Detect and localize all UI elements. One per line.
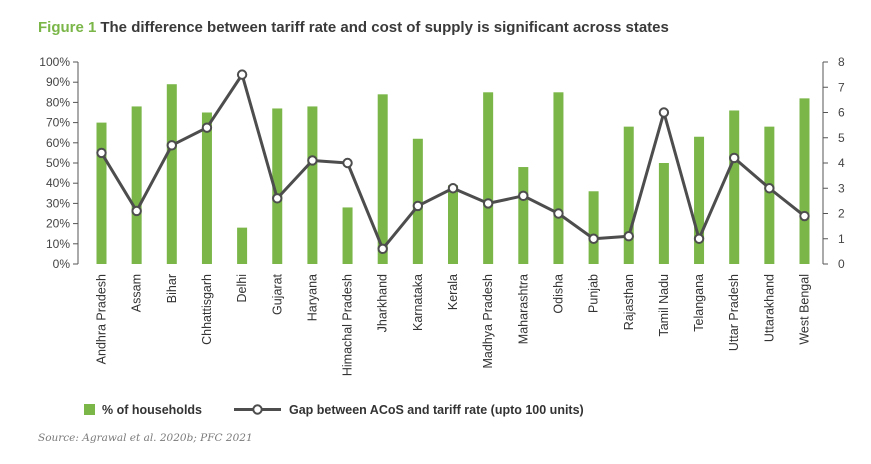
left-tick-label: 100% xyxy=(39,55,70,69)
category-label: Tamil Nadu xyxy=(657,274,671,337)
left-tick-label: 10% xyxy=(46,237,70,251)
left-tick-label: 50% xyxy=(46,156,70,170)
figure-title-text: The difference between tariff rate and c… xyxy=(100,19,669,36)
bar xyxy=(377,94,388,264)
line-point xyxy=(166,140,178,151)
bar xyxy=(237,227,248,264)
category-label: Haryana xyxy=(305,274,319,321)
line-point xyxy=(518,190,529,202)
left-tick-label: 70% xyxy=(46,116,70,130)
category-label: Karnataka xyxy=(411,274,425,331)
line-series xyxy=(96,69,810,255)
bar xyxy=(448,185,458,264)
category-label: Bihar xyxy=(165,274,179,303)
left-tick-label: 20% xyxy=(46,217,70,231)
right-tick-label: 1 xyxy=(838,232,845,246)
bar xyxy=(553,92,564,264)
right-tick-label: 5 xyxy=(838,131,845,145)
line-point xyxy=(588,233,599,244)
left-y-axis: 0% 10% 20% 30% 40% 50% 60% 70% 80% 90% 100% xyxy=(39,55,79,271)
bar xyxy=(483,92,494,264)
left-tick-label: 40% xyxy=(46,176,70,190)
legend-bar-label: % of households xyxy=(102,403,202,417)
bar-series xyxy=(96,84,810,265)
line-point xyxy=(342,157,353,169)
bar xyxy=(799,98,810,264)
right-tick-label: 4 xyxy=(838,156,845,170)
category-label: Himachal Pradesh xyxy=(341,274,355,376)
category-label: Andhra Pradesh xyxy=(95,274,109,364)
right-tick-label: 6 xyxy=(838,106,845,120)
category-label: West Bengal xyxy=(798,274,812,345)
bar xyxy=(764,126,775,264)
line-point xyxy=(412,200,424,212)
right-tick-label: 2 xyxy=(838,207,845,221)
line-point xyxy=(236,69,248,80)
line-point xyxy=(658,107,670,118)
bar xyxy=(694,136,705,264)
line-point xyxy=(377,243,388,255)
bar xyxy=(307,106,318,264)
line-point xyxy=(131,205,142,217)
category-label: Punjab xyxy=(587,274,601,313)
bar xyxy=(201,112,212,264)
right-tick-label: 3 xyxy=(838,181,845,195)
right-tick-label: 7 xyxy=(838,80,845,94)
category-label: Gujarat xyxy=(270,273,284,315)
category-label: Rajasthan xyxy=(622,274,636,330)
line-point xyxy=(693,233,705,244)
right-tick-label: 8 xyxy=(838,55,845,69)
bar xyxy=(96,122,107,264)
category-label: Chhattisgarh xyxy=(200,274,214,345)
legend-line-label: Gap between ACoS and tariff rate (upto 1… xyxy=(289,403,584,417)
bar xyxy=(342,207,353,264)
legend-bar-swatch xyxy=(84,404,95,415)
bar xyxy=(166,84,177,264)
bar xyxy=(658,163,669,264)
line-point xyxy=(764,183,775,194)
bar xyxy=(518,167,529,264)
bar xyxy=(272,108,283,265)
line-point xyxy=(272,193,283,204)
line-point xyxy=(623,231,634,242)
bar xyxy=(588,191,599,264)
line-point xyxy=(553,208,564,219)
category-label: Uttar Pradesh xyxy=(727,274,741,351)
bar xyxy=(623,126,634,264)
category-label: Madhya Pradesh xyxy=(481,274,495,369)
left-tick-label: 0% xyxy=(53,257,71,271)
line-point xyxy=(482,198,494,209)
category-label: Jharkhand xyxy=(376,274,390,332)
category-label: Delhi xyxy=(235,274,249,303)
category-label: Assam xyxy=(130,274,144,312)
right-tick-label: 0 xyxy=(838,257,845,271)
category-label: Telangana xyxy=(692,274,706,332)
figure-label: Figure 1 xyxy=(38,19,97,36)
bar xyxy=(729,110,740,264)
left-tick-label: 80% xyxy=(46,95,70,109)
line-point xyxy=(799,210,810,222)
line-point xyxy=(201,122,213,133)
line-point xyxy=(307,155,318,166)
category-label: Maharashtra xyxy=(516,274,530,344)
category-label: Uttarakhand xyxy=(762,274,776,342)
line-point xyxy=(447,183,459,194)
x-axis-labels: Andhra Pradesh Assam Bihar Chhattisgarh Delh… xyxy=(95,273,812,376)
right-y-axis: 0 1 2 3 4 5 6 7 8 xyxy=(822,55,845,271)
left-tick-label: 60% xyxy=(46,136,70,150)
legend-line-marker xyxy=(252,404,263,415)
category-label: Kerala xyxy=(446,274,460,310)
source-note: Source: Agrawal et al. 2020b; PFC 2021 xyxy=(38,432,253,444)
left-tick-label: 30% xyxy=(46,196,70,210)
legend: % of households Gap between ACoS and tar… xyxy=(84,403,584,417)
left-tick-label: 90% xyxy=(46,75,70,89)
category-label: Odisha xyxy=(551,274,565,314)
line-point xyxy=(729,152,740,164)
bar xyxy=(131,106,142,264)
line-point xyxy=(96,147,107,159)
chart-title: Figure 1 The difference between tariff ra… xyxy=(38,19,669,36)
